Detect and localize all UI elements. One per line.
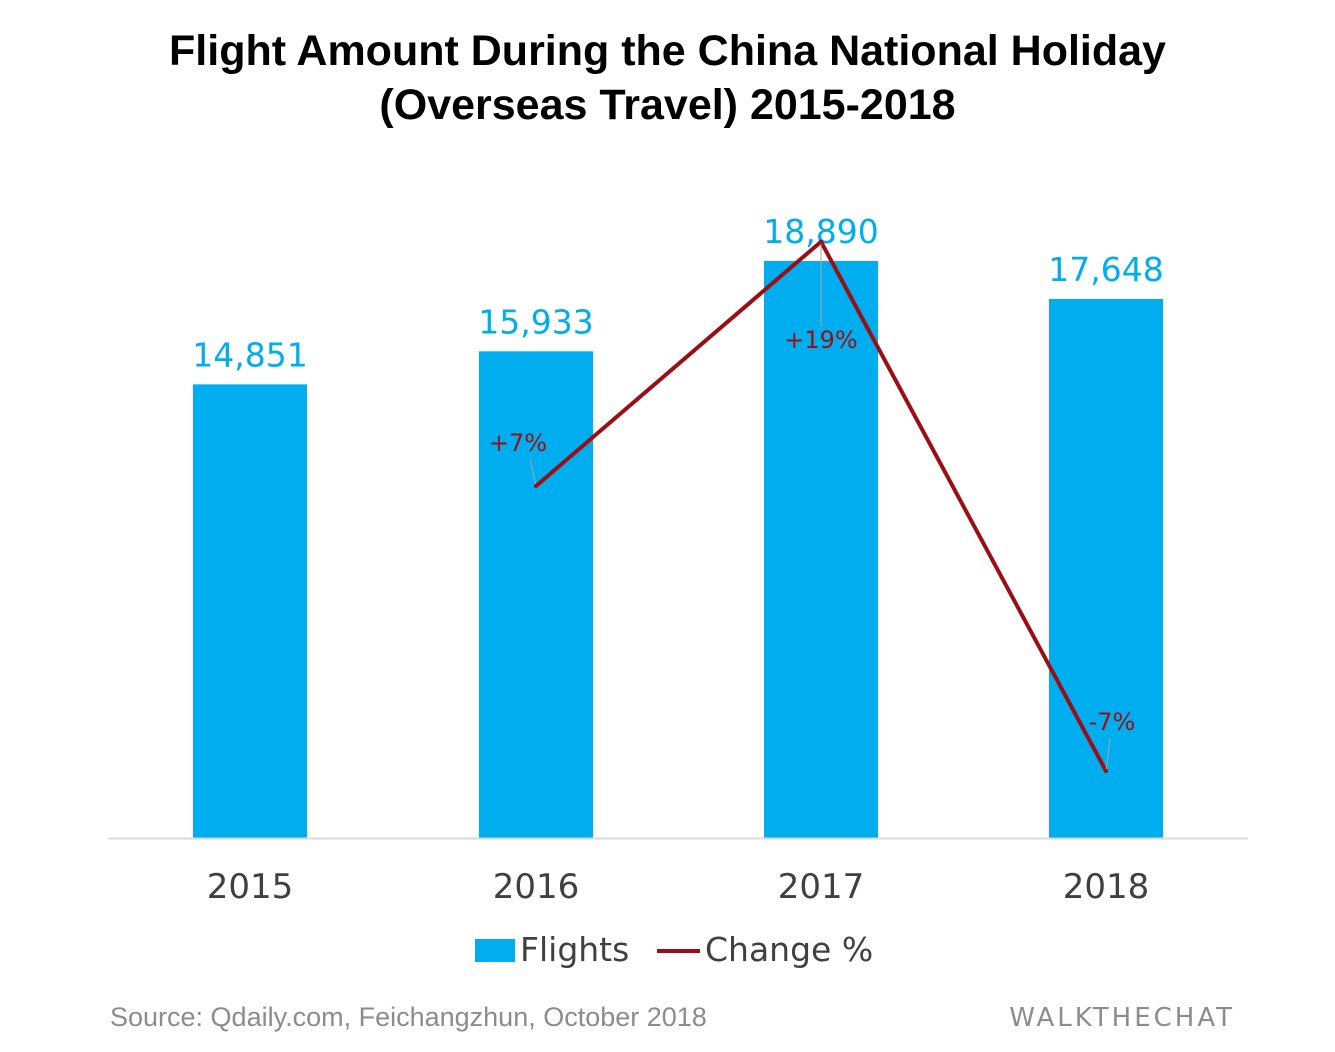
x-tick-label-2016: 2016 — [493, 867, 580, 907]
bars-layer — [193, 261, 1163, 838]
change-label-2017: +19% — [784, 326, 857, 354]
x-tick-label-2015: 2015 — [207, 867, 294, 907]
chart-title-line-2: (Overseas Travel) 2015-2018 — [379, 81, 956, 129]
bar-2017 — [764, 261, 878, 838]
bar-2015 — [193, 384, 307, 838]
change-point-2017 — [819, 239, 823, 244]
x-tick-labels-layer: 2015 2016 2017 2018 — [207, 867, 1150, 907]
change-leader-2018 — [1105, 737, 1111, 772]
bar-value-label-2016: 15,933 — [478, 302, 593, 341]
change-line-layer: +7% +19% -7% — [489, 239, 1136, 773]
bar-2018 — [1049, 298, 1163, 838]
bar-value-label-2018: 17,648 — [1048, 250, 1163, 289]
chart-title: Flight Amount During the China National … — [0, 24, 1335, 132]
legend-flights-label: Flights — [520, 930, 629, 969]
chart-title-line-1: Flight Amount During the China National … — [169, 27, 1166, 75]
legend: Flights Change % — [475, 930, 873, 969]
change-label-2016: +7% — [489, 429, 547, 457]
bar-value-label-2015: 14,851 — [192, 335, 307, 374]
x-tick-label-2017: 2017 — [778, 867, 865, 907]
source-note: Source: Qdaily.com, Feichangzhun, Octobe… — [110, 1002, 707, 1032]
change-point-2018 — [1104, 769, 1108, 773]
change-point-2016 — [534, 484, 538, 488]
change-label-2018: -7% — [1089, 708, 1136, 736]
bar-2016 — [479, 351, 593, 838]
brand-logo: WALKTHECHAT — [1009, 1003, 1235, 1033]
legend-change-label: Change % — [705, 930, 873, 969]
legend-flights-swatch — [475, 939, 515, 962]
x-tick-label-2018: 2018 — [1063, 867, 1150, 907]
change-leader-2016 — [529, 458, 537, 487]
